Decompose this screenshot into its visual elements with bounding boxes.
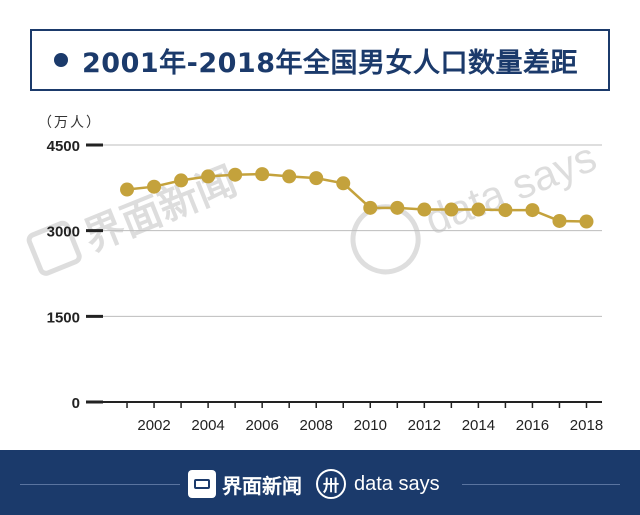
x-tick-label: 2006 xyxy=(245,417,278,434)
y-unit-label: （万人） xyxy=(38,115,102,131)
footer-divider-right xyxy=(462,484,620,485)
data-point xyxy=(471,202,486,217)
x-tick-label: 2018 xyxy=(570,417,603,434)
data-point xyxy=(390,200,405,215)
data-point xyxy=(363,200,378,215)
data-point xyxy=(147,179,162,194)
data-point xyxy=(417,202,432,217)
data-point xyxy=(201,169,216,184)
y-tick-label: 1500 xyxy=(47,309,80,326)
footer-brand-group: 界面新闻 卅 data says xyxy=(188,467,440,501)
data-point xyxy=(525,203,540,218)
x-tick-label: 2014 xyxy=(462,417,495,434)
x-tick-label: 2002 xyxy=(137,417,170,434)
data-point xyxy=(552,213,567,228)
title-box: 2001年-2018年全国男女人口数量差距 xyxy=(30,29,610,91)
footer-divider-left xyxy=(20,484,180,485)
data-point xyxy=(336,176,351,191)
series-line xyxy=(126,172,587,223)
x-tick-label: 2016 xyxy=(516,417,549,434)
x-tick-label: 2004 xyxy=(191,417,224,434)
line-chart: 0 1500 3000 4500 2002 2004 2006 2008 2010 2012 201… xyxy=(47,138,604,434)
data-point xyxy=(120,182,135,197)
data-point xyxy=(282,169,297,184)
data-point xyxy=(309,171,324,186)
data-point xyxy=(444,202,459,217)
x-tick-label: 2008 xyxy=(300,417,333,434)
chart-title: 2001年-2018年全国男女人口数量差距 xyxy=(82,47,578,79)
y-tick-label: 0 xyxy=(72,395,80,412)
jiemian-brand-icon xyxy=(188,470,216,498)
footer-brand-name: 界面新闻 xyxy=(222,473,302,498)
footer-bar: 界面新闻 卅 data says xyxy=(0,450,640,515)
data-point xyxy=(579,214,594,229)
data-point xyxy=(498,203,513,218)
datasays-brand-icon: 卅 xyxy=(316,469,346,499)
data-point xyxy=(174,173,189,188)
title-bullet-icon xyxy=(54,53,68,67)
x-tick-label: 2010 xyxy=(354,417,387,434)
x-tick-label: 2012 xyxy=(408,417,441,434)
footer-datasays-name: data says xyxy=(354,472,440,495)
y-tick-label: 4500 xyxy=(47,138,80,155)
data-point xyxy=(228,167,243,182)
data-point xyxy=(255,167,270,182)
y-tick-label: 3000 xyxy=(47,224,80,241)
